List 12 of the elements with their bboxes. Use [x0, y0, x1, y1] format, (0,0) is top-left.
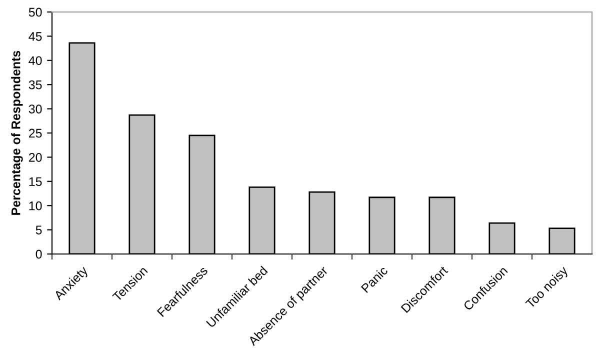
y-tick-label: 45 [28, 32, 42, 41]
y-tick-label: 50 [28, 8, 42, 17]
y-tick-label: 30 [28, 104, 42, 114]
y-tick-label: 25 [29, 128, 42, 138]
y-tick-label: 35 [28, 80, 42, 90]
y-tick-label: 0 [36, 250, 42, 259]
y-axis-title: Percentage of Respondents [11, 50, 23, 215]
y-tick-label: 40 [28, 56, 42, 66]
y-tick-label: 10 [29, 201, 42, 210]
y-tick-label: 15 [29, 177, 42, 186]
y-tick-label: 5 [36, 226, 42, 234]
y-tick-label: 20 [29, 153, 42, 162]
